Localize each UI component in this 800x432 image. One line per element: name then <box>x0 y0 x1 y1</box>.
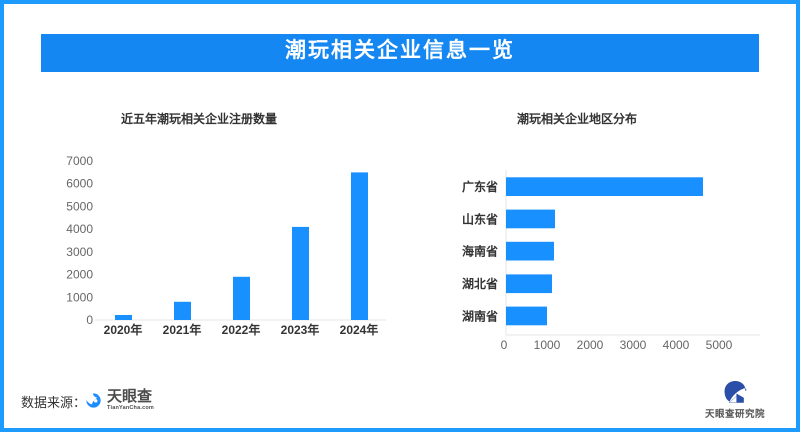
svg-text:0: 0 <box>501 338 508 352</box>
svg-text:2020年: 2020年 <box>104 322 143 337</box>
svg-text:1000: 1000 <box>66 290 93 304</box>
svg-text:山东省: 山东省 <box>462 211 498 226</box>
svg-text:2023年: 2023年 <box>281 322 320 337</box>
svg-text:2000: 2000 <box>66 268 93 282</box>
svg-text:广东省: 广东省 <box>462 179 498 194</box>
svg-text:7000: 7000 <box>66 154 93 168</box>
svg-text:4000: 4000 <box>66 222 93 236</box>
svg-text:4000: 4000 <box>663 338 690 352</box>
svg-text:2022年: 2022年 <box>222 322 261 337</box>
svg-text:5000: 5000 <box>66 199 93 213</box>
svg-text:1000: 1000 <box>534 338 561 352</box>
svg-text:2000: 2000 <box>577 338 604 352</box>
svg-text:3000: 3000 <box>620 338 647 352</box>
svg-text:2021年: 2021年 <box>163 322 202 337</box>
svg-text:海南省: 海南省 <box>462 244 498 259</box>
svg-text:2024年: 2024年 <box>340 322 379 337</box>
svg-text:湖北省: 湖北省 <box>462 276 498 291</box>
svg-text:湖南省: 湖南省 <box>462 308 498 323</box>
svg-text:0: 0 <box>86 313 93 327</box>
svg-text:3000: 3000 <box>66 245 93 259</box>
svg-text:5000: 5000 <box>706 338 733 352</box>
svg-text:6000: 6000 <box>66 177 93 191</box>
